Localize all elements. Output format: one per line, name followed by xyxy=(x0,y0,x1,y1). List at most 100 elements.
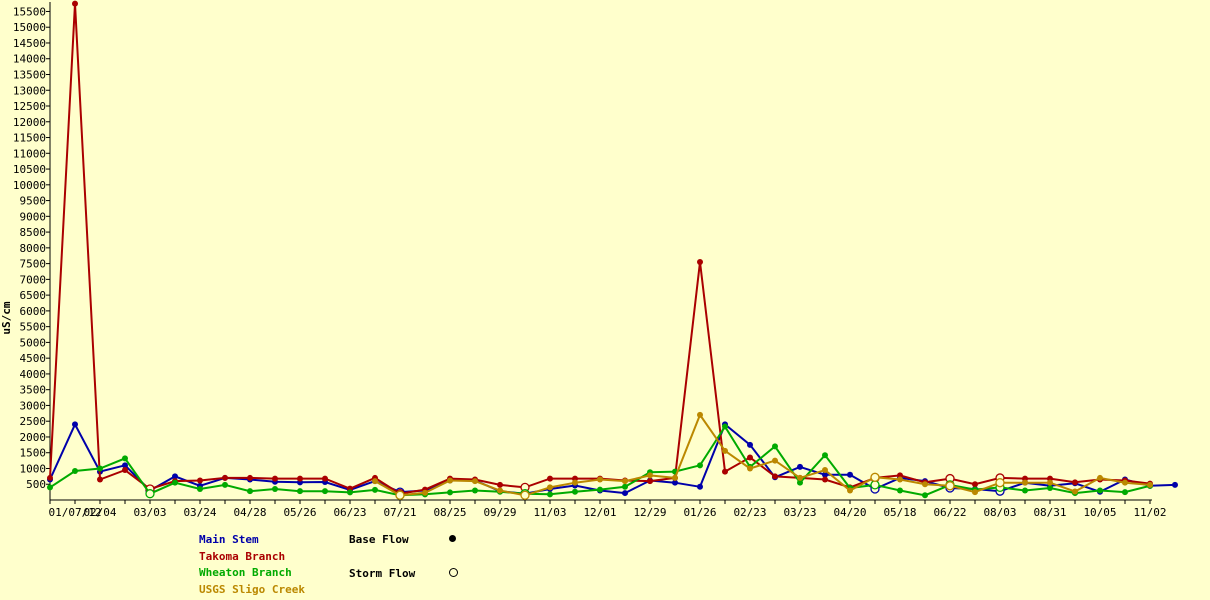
base-flow-point xyxy=(847,471,853,478)
base-flow-point xyxy=(672,479,678,486)
base-flow-point xyxy=(322,488,328,495)
y-tick-label: 13000 xyxy=(13,84,46,97)
base-flow-point xyxy=(547,491,553,498)
base-flow-point xyxy=(197,485,203,492)
y-tick-label: 14000 xyxy=(13,53,46,66)
y-axis-label: uS/cm xyxy=(0,301,13,334)
base-flow-point xyxy=(472,487,478,494)
base-flow-point xyxy=(922,492,928,499)
base-flow-point xyxy=(172,479,178,486)
base-flow-point xyxy=(822,467,828,474)
base-flow-point xyxy=(597,476,603,483)
base-flow-point xyxy=(1072,479,1078,486)
storm-flow-point xyxy=(395,490,405,500)
base-flow-point xyxy=(272,475,278,482)
base-flow-point xyxy=(747,465,753,472)
y-tick-label: 1500 xyxy=(20,447,47,460)
base-flow-point xyxy=(47,474,53,481)
base-flow-point xyxy=(897,476,903,483)
x-tick-label: 06/22 xyxy=(933,506,966,519)
x-tick-label: 03/24 xyxy=(183,506,216,519)
base-flow-point xyxy=(222,481,228,488)
base-flow-point xyxy=(272,485,278,492)
base-flow-point xyxy=(672,474,678,481)
base-flow-point xyxy=(1122,479,1128,486)
y-tick-label: 11000 xyxy=(13,147,46,160)
series-takoma-branch xyxy=(47,0,1153,499)
legend-entry: Main Stem xyxy=(199,533,259,546)
base-flow-point xyxy=(722,423,728,430)
base-flow-point xyxy=(447,489,453,496)
y-tick-label: 3000 xyxy=(20,399,47,412)
y-tick-label: 12500 xyxy=(13,100,46,113)
base-flow-point xyxy=(597,486,603,493)
storm-flow-point xyxy=(945,481,955,491)
y-tick-label: 8500 xyxy=(20,226,47,239)
x-tick-label: 07/21 xyxy=(383,506,416,519)
chart-series xyxy=(47,0,1178,500)
base-flow-point xyxy=(822,452,828,459)
base-flow-point xyxy=(1047,479,1053,486)
y-tick-label: 14500 xyxy=(13,37,46,50)
base-flow-point xyxy=(422,489,428,496)
base-flow-point xyxy=(822,471,828,478)
base-flow-point xyxy=(822,476,828,483)
base-flow-point xyxy=(1047,485,1053,492)
base-flow-point xyxy=(372,478,378,485)
base-flow-point xyxy=(747,441,753,448)
base-flow-point xyxy=(172,473,178,480)
y-tick-label: 2500 xyxy=(20,415,47,428)
y-tick-label: 5000 xyxy=(20,336,47,349)
storm-flow-point xyxy=(995,478,1005,488)
base-flow-point xyxy=(1022,487,1028,494)
base-flow-point xyxy=(197,477,203,484)
base-flow-point xyxy=(322,475,328,482)
legend-entry: USGS Sligo Creek xyxy=(199,582,305,596)
base-flow-point xyxy=(72,0,78,7)
base-flow-point xyxy=(772,473,778,480)
x-tick-label: 10/05 xyxy=(1083,506,1116,519)
base-flow-point xyxy=(697,411,703,418)
base-flow-point xyxy=(547,484,553,491)
base-flow-point xyxy=(622,478,628,485)
base-flow-point xyxy=(72,421,78,428)
base-flow-point xyxy=(772,443,778,450)
y-tick-label: 3500 xyxy=(20,384,47,397)
x-tick-label: 05/18 xyxy=(883,506,916,519)
x-tick-label: 12/29 xyxy=(633,506,666,519)
y-tick-label: 5500 xyxy=(20,321,47,334)
y-tick-label: 13500 xyxy=(13,68,46,81)
x-tick-label: 08/03 xyxy=(983,506,1016,519)
y-tick-label: 1000 xyxy=(20,462,47,475)
series-legend: Main Stem Takoma Branch Wheaton Branch USGS… xyxy=(199,532,305,598)
base-flow-point xyxy=(1172,481,1178,488)
x-tick-label: 05/26 xyxy=(283,506,316,519)
base-flow-point xyxy=(697,259,703,266)
base-flow-point xyxy=(897,487,903,494)
base-flow-point xyxy=(222,474,228,481)
base-flow-point xyxy=(97,465,103,472)
x-tick-label: 09/29 xyxy=(483,506,516,519)
x-tick-label: 03/23 xyxy=(783,506,816,519)
base-flow-point xyxy=(1147,481,1153,488)
x-tick-label: 02/04 xyxy=(83,506,116,519)
base-flow-point xyxy=(47,484,53,491)
base-flow-point xyxy=(547,475,553,482)
base-flow-point xyxy=(697,483,703,490)
base-flow-point xyxy=(297,488,303,495)
base-flow-point xyxy=(847,487,853,494)
y-tick-label: 500 xyxy=(26,478,46,491)
y-tick-label: 8000 xyxy=(20,242,47,255)
base-flow-point xyxy=(747,454,753,461)
base-flow-point xyxy=(697,462,703,469)
base-flow-point xyxy=(972,489,978,496)
base-flow-point xyxy=(622,490,628,497)
x-tick-label: 02/23 xyxy=(733,506,766,519)
legend-entry: Takoma Branch xyxy=(199,549,286,563)
base-flow-label: Base Flow xyxy=(349,533,409,546)
y-tick-label: 2000 xyxy=(20,431,47,444)
base-flow-point xyxy=(797,474,803,481)
chart-axes: 500 1000 1500 2000 2500 3000 3500 4000 4500 5000 5… xyxy=(13,2,1167,519)
base-flow-point xyxy=(1097,487,1103,494)
x-tick-label: 04/28 xyxy=(233,506,266,519)
